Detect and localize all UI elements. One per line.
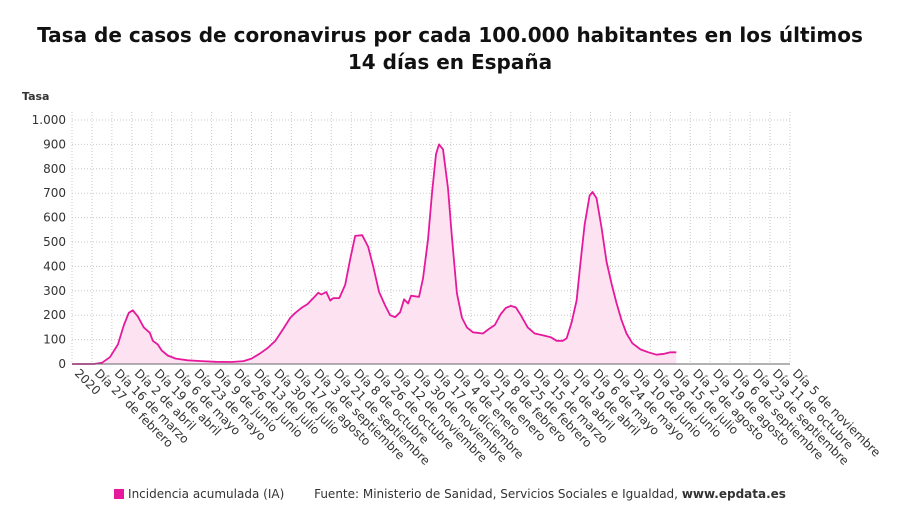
legend: Incidencia acumulada (IA) Fuente: Minist… (0, 487, 900, 501)
chart-title: Tasa de casos de coronavirus por cada 10… (37, 23, 863, 74)
y-tick-label: 200 (43, 308, 66, 322)
y-tick-label: 900 (43, 137, 66, 151)
source-text: Fuente: Ministerio de Sanidad, Servicios… (314, 487, 678, 501)
y-tick-label: 300 (43, 284, 66, 298)
y-tick-label: 600 (43, 211, 66, 225)
y-axis-label: Tasa (22, 90, 50, 103)
y-tick-label: 800 (43, 162, 66, 176)
y-tick-label: 500 (43, 235, 66, 249)
y-tick-label: 700 (43, 186, 66, 200)
legend-swatch (114, 489, 125, 499)
series-area (72, 144, 677, 364)
y-tick-label: 1.000 (32, 113, 66, 127)
y-tick-label: 100 (43, 333, 66, 347)
legend-entry-label: Incidencia acumulada (IA) (128, 487, 285, 501)
source-site[interactable]: www.epdata.es (681, 487, 786, 501)
series-line (72, 143, 677, 365)
y-tick-label: 0 (58, 357, 66, 371)
y-tick-label: 400 (43, 259, 66, 273)
